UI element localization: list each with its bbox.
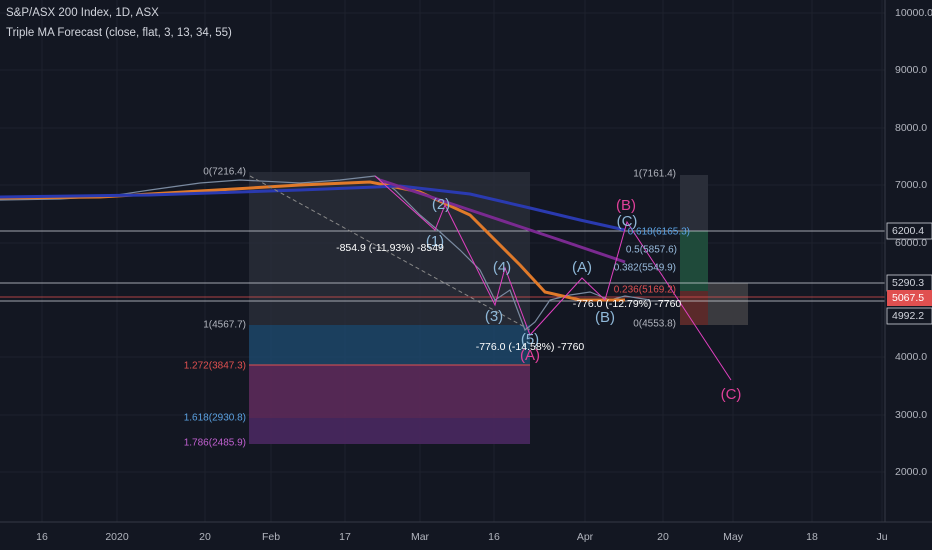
- price-tick: 9000.0: [895, 64, 927, 76]
- price-label: 5067.5: [892, 292, 924, 304]
- fib-label: 0(7216.4): [203, 167, 246, 178]
- price-label: 4992.2: [892, 310, 924, 322]
- price-tick: 3000.0: [895, 409, 927, 421]
- fib-label: 1(4567.7): [203, 320, 246, 331]
- trend-line: [249, 175, 531, 331]
- fib-label: 0.236(5169.2): [614, 285, 676, 296]
- wave-line: [374, 175, 732, 381]
- time-tick: Mar: [411, 531, 430, 543]
- ma-line: [379, 178, 626, 264]
- time-tick: 20: [199, 531, 211, 543]
- time-tick: 20: [657, 531, 669, 543]
- fib-label: 0.618(6165.3): [628, 227, 690, 238]
- fib-zone: [249, 325, 530, 365]
- measure-label: -776.0 (-14.58%) -7760: [476, 341, 585, 353]
- wave-label: (4): [493, 259, 511, 276]
- wave-label: (5): [521, 331, 539, 348]
- wave-label: (2): [432, 196, 450, 213]
- fib-label: 0(4553.8): [633, 319, 676, 330]
- fib-zone: [680, 231, 708, 291]
- time-tick: 16: [36, 531, 48, 543]
- fib-zone: [249, 418, 530, 444]
- price-label: 6200.4: [892, 225, 924, 237]
- price-tick: 4000.0: [895, 351, 927, 363]
- fib-label: 1(7161.4): [633, 169, 676, 180]
- fib-label: 0.382(5549.9): [614, 263, 676, 274]
- fib-label: 0.5(5857.6): [626, 245, 677, 256]
- labels: 10000.0 9000.0 8000.0 7000.0 6000.0 4000.0 300…: [36, 7, 932, 543]
- wave-label: (C): [617, 213, 638, 230]
- fib-zone: [708, 283, 748, 325]
- wave-label: (B): [616, 197, 636, 214]
- time-tick: May: [723, 531, 744, 543]
- fib-zone: [249, 365, 530, 418]
- price-label-box: [886, 307, 932, 325]
- fib-label: 1.272(3847.3): [184, 361, 246, 372]
- fib-label: 1.786(2485.9): [184, 438, 246, 449]
- wave-label: (C): [721, 386, 742, 403]
- fib-label: 1.618(2930.8): [184, 413, 246, 424]
- price-tick: 10000.0: [895, 7, 932, 19]
- time-tick: Ju: [876, 531, 887, 543]
- time-tick: 16: [488, 531, 500, 543]
- measure-label: -854.9 (-11.93%) -8549: [336, 242, 444, 254]
- time-tick: Apr: [577, 531, 594, 543]
- time-tick: 17: [339, 531, 351, 543]
- price-label: 5290.3: [892, 277, 924, 289]
- price-label-box: [887, 290, 932, 306]
- fib-zone: [680, 175, 708, 231]
- time-tick: Feb: [262, 531, 280, 543]
- wave-label: (1): [426, 233, 444, 250]
- wave-label: (A): [520, 347, 540, 364]
- price-tick: 6000.0: [895, 237, 927, 249]
- price-tick: 8000.0: [895, 122, 927, 134]
- wave-label: (B): [595, 309, 615, 326]
- time-tick: 18: [806, 531, 818, 543]
- price-series: [0, 175, 651, 331]
- ma-line: [0, 184, 626, 232]
- time-tick: 2020: [105, 531, 129, 543]
- price-tick: 7000.0: [895, 179, 927, 191]
- indicator: Triple MA Forecast (close, flat, 3, 13, …: [6, 27, 232, 39]
- measure-label: -776.0 (-12.79%) -7760: [573, 298, 682, 310]
- price-tick: 2000.0: [895, 466, 927, 478]
- wave-label: (A): [572, 259, 592, 276]
- price-label-box: [886, 222, 932, 240]
- title: S&P/ASX 200 Index, 1D, ASX: [6, 7, 159, 19]
- wave-label: (3): [485, 308, 503, 325]
